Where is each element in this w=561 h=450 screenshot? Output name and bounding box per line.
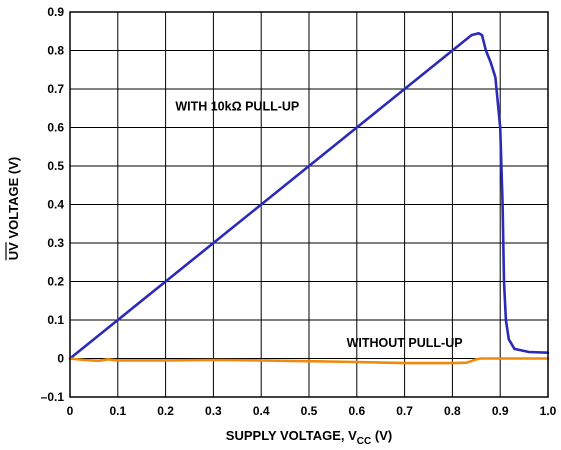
x-tick-label: 0 (67, 404, 74, 418)
y-tick-label: 0.2 (47, 275, 64, 289)
x-tick-label: 0.7 (396, 404, 413, 418)
annotations: WITH 10kΩ PULL-UP WITHOUT PULL-UP (175, 99, 462, 350)
x-axis-title-subscript: CC (357, 436, 371, 447)
x-tick-label: 1.0 (540, 404, 557, 418)
x-tick-label: 0.5 (301, 404, 318, 418)
y-tick-label: 0.3 (47, 236, 64, 250)
series-annotation: WITHOUT PULL-UP (347, 336, 463, 350)
x-tick-label: 0.1 (109, 404, 126, 418)
y-tick-label: 0 (57, 352, 64, 366)
x-tick-label: 0.2 (157, 404, 174, 418)
series-line-with-10k-pull-up (68, 31, 550, 360)
x-axis-title: SUPPLY VOLTAGE, VCC (V) (226, 428, 392, 447)
y-axis-title: UV VOLTAGE (V) (5, 157, 21, 261)
svg-text:UV VOLTAGE (V): UV VOLTAGE (V) (6, 157, 21, 261)
y-axis-title-overbar-text: UV (6, 242, 21, 260)
x-tick-label: 0.8 (444, 404, 461, 418)
series-annotation: WITH 10kΩ PULL-UP (175, 99, 299, 113)
y-tick-labels: –0.1 0 0.1 0.2 0.3 0.4 0.5 0.6 0.7 0.8 0.9 (41, 5, 65, 404)
x-tick-label: 0.4 (253, 404, 270, 418)
y-tick-label: 0.4 (47, 198, 64, 212)
y-tick-label: 0.7 (47, 82, 64, 96)
x-tick-label: 0.3 (205, 404, 222, 418)
plot-frame (69, 11, 549, 398)
y-axis-title-rest: VOLTAGE (V) (6, 157, 21, 242)
series-line-without-pull-up (68, 357, 550, 365)
y-tick-label: 0.6 (47, 121, 64, 135)
x-axis-title-main: SUPPLY VOLTAGE, V (226, 428, 357, 443)
y-tick-label: 0.8 (47, 44, 64, 58)
y-tick-label: 0.5 (47, 159, 64, 173)
x-axis-title-unit: (V) (371, 428, 392, 443)
series-layer (68, 31, 550, 365)
x-tick-labels: 0 0.1 0.2 0.3 0.4 0.5 0.6 0.7 0.8 0.9 1.0 (67, 404, 557, 418)
y-tick-label: 0.9 (47, 5, 64, 19)
x-tick-label: 0.6 (348, 404, 365, 418)
y-tick-label: –0.1 (41, 390, 65, 404)
x-tick-label: 0.9 (492, 404, 509, 418)
y-tick-label: 0.1 (47, 313, 64, 327)
